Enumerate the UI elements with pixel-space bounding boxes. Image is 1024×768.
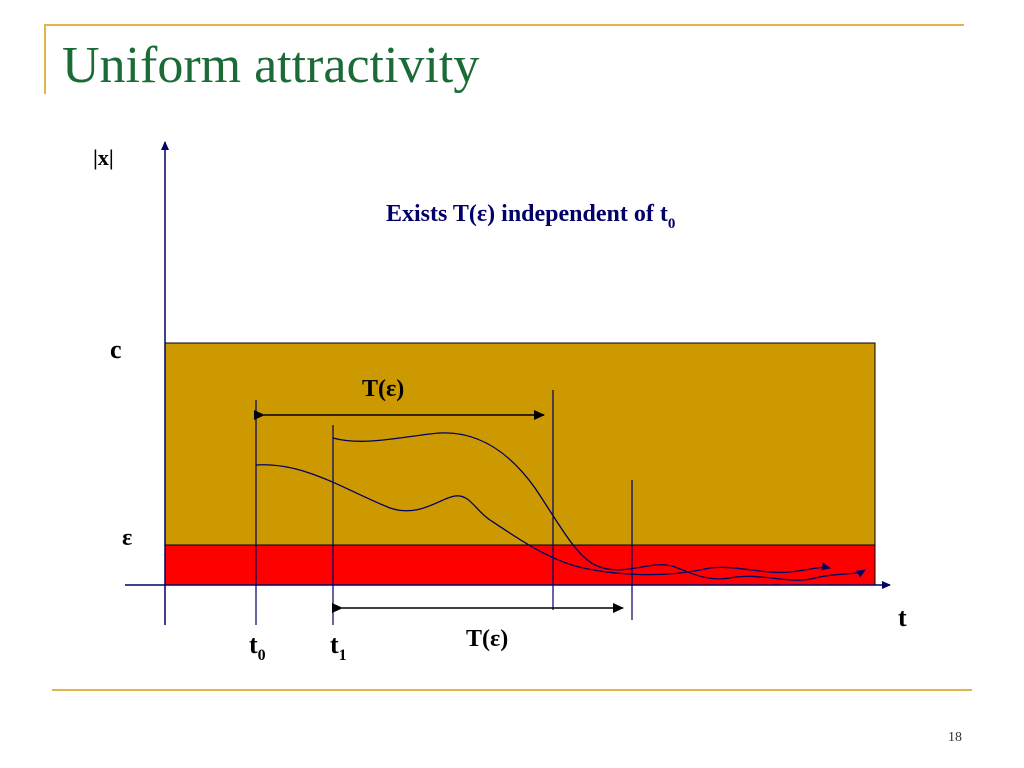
slide-title: Uniform attractivity: [62, 37, 480, 94]
left-frame-line: [44, 24, 46, 94]
page-number: 18: [948, 730, 962, 745]
epsilon-band: [164, 544, 876, 586]
t1-tick-label: t1: [330, 630, 347, 664]
footer-line: [52, 689, 972, 691]
trajectory-from-t1: [332, 432, 866, 581]
level-c-label: c: [110, 335, 122, 364]
stability-region-band: [164, 342, 876, 546]
y-axis-label: |x|: [93, 145, 114, 170]
diagram-caption: Exists T(ε) independent of t0: [386, 201, 675, 232]
trajectory-from-t0: [255, 464, 831, 576]
upper-interval-label: T(ε): [362, 376, 404, 402]
t0-tick-label: t0: [249, 630, 266, 664]
level-epsilon-label: ε: [122, 525, 132, 551]
top-frame-line: [44, 24, 964, 26]
lower-interval-label: T(ε): [466, 626, 508, 652]
x-axis-label: t: [898, 603, 907, 632]
attractivity-diagram: |x| t c ε Exists T(ε) independent of t0 …: [93, 141, 907, 664]
